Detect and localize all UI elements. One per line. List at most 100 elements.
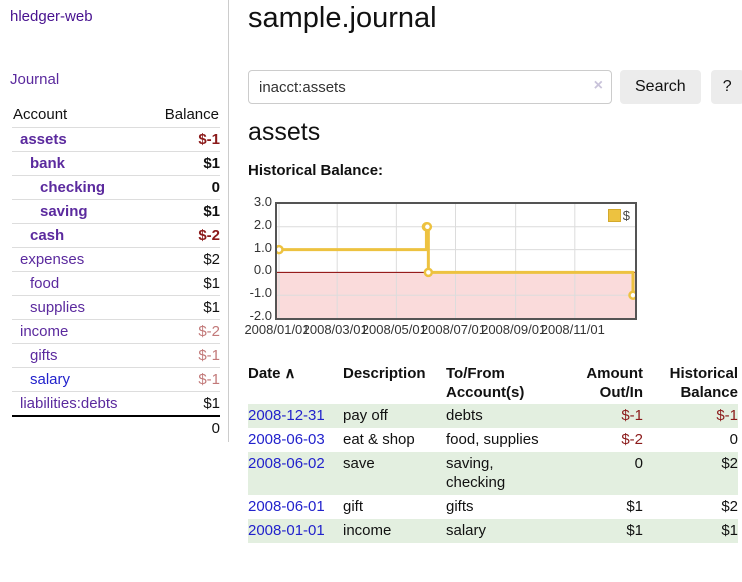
account-link[interactable]: salary bbox=[30, 371, 71, 388]
register-description-cell: save bbox=[343, 455, 375, 472]
account-link[interactable]: assets bbox=[20, 131, 67, 148]
register-amount-cell: 0 bbox=[634, 455, 643, 472]
register-accounts-cell: saving, checking bbox=[446, 455, 506, 491]
account-cell: supplies bbox=[12, 295, 148, 320]
register-header-row: Date ∧ Description To/From Account(s) Amou… bbox=[248, 362, 738, 404]
account-row: liabilities:debts $1 bbox=[12, 391, 220, 416]
x-tick-label: 2008/05/01 bbox=[361, 322, 427, 337]
register-description-cell: income bbox=[343, 522, 392, 539]
account-heading: assets bbox=[248, 118, 321, 146]
account-balance: $1 bbox=[147, 295, 220, 320]
register-date-cell: 2008-06-01 bbox=[248, 495, 343, 519]
account-cell: salary bbox=[12, 367, 148, 392]
account-balance: $1 bbox=[147, 151, 220, 176]
legend-swatch-icon bbox=[607, 209, 621, 222]
register-amount-cell: $1 bbox=[626, 498, 643, 515]
account-link[interactable]: bank bbox=[30, 155, 66, 172]
register-balance-cell: $-1 bbox=[716, 407, 738, 424]
account-link[interactable]: liabilities:debts bbox=[20, 395, 118, 412]
account-row: salary $-1 bbox=[12, 367, 220, 392]
search-button[interactable]: Search bbox=[620, 70, 701, 104]
account-row: assets $-1 bbox=[12, 127, 220, 152]
register-amount-cell: $-2 bbox=[621, 431, 643, 448]
account-cell: bank bbox=[12, 151, 148, 176]
account-balance: $-1 bbox=[147, 127, 220, 152]
account-cell: income bbox=[12, 319, 148, 344]
register-amount-cell: $1 bbox=[626, 522, 643, 539]
register-description-cell: pay off bbox=[343, 407, 388, 424]
transaction-date-link[interactable]: 2008-06-01 bbox=[248, 498, 325, 515]
search-input[interactable] bbox=[248, 70, 612, 104]
page-title: sample.journal bbox=[248, 2, 437, 34]
transaction-date-link[interactable]: 2008-06-03 bbox=[248, 431, 325, 448]
accounts-header-account: Account bbox=[13, 106, 68, 123]
account-cell: saving bbox=[12, 199, 148, 224]
sidebar: hledger-web Journal Account Balance asse… bbox=[0, 0, 229, 442]
transaction-date-link[interactable]: 2008-06-02 bbox=[248, 455, 325, 472]
account-cell: liabilities:debts bbox=[12, 391, 148, 416]
x-tick-label: 2008/03/01 bbox=[302, 322, 368, 337]
account-cell: assets bbox=[12, 127, 148, 152]
register-date-cell: 2008-06-02 bbox=[248, 452, 343, 495]
account-link[interactable]: saving bbox=[40, 203, 88, 220]
transaction-date-link[interactable]: 2008-01-01 bbox=[248, 522, 325, 539]
y-tick-label: 3.0 bbox=[253, 194, 272, 209]
account-cell: food bbox=[12, 271, 148, 296]
account-balance: $1 bbox=[147, 199, 220, 224]
account-row: bank $1 bbox=[12, 151, 220, 176]
col-header-description: Description bbox=[343, 365, 426, 382]
register-accounts-cell: salary bbox=[446, 522, 487, 539]
account-row: food $1 bbox=[12, 271, 220, 296]
accounts-header-row: Account Balance bbox=[12, 103, 220, 128]
y-tick-label: 1.0 bbox=[253, 239, 272, 255]
account-balance: $1 bbox=[147, 391, 220, 416]
register-balance-cell: $2 bbox=[721, 498, 738, 515]
account-balance: $1 bbox=[147, 271, 220, 296]
register-date-cell: 2008-06-03 bbox=[248, 428, 343, 452]
register-row: 2008-06-03 eat & shop food, supplies $-2 0 bbox=[248, 428, 738, 452]
help-button[interactable]: ? bbox=[710, 70, 742, 104]
account-link[interactable]: cash bbox=[30, 227, 65, 244]
account-balance: $-1 bbox=[147, 343, 220, 368]
transaction-date-link[interactable]: 2008-12-31 bbox=[248, 407, 325, 424]
chart-heading: Historical Balance: bbox=[248, 162, 384, 179]
register-accounts-cell: food, supplies bbox=[446, 431, 539, 448]
col-header-balance: Historical Balance bbox=[669, 365, 738, 401]
accounts-total-spacer bbox=[12, 415, 148, 440]
main-content: sample.journal × Search ? assets Histori… bbox=[244, 0, 742, 582]
account-row: supplies $1 bbox=[12, 295, 220, 320]
sidebar-item-journal[interactable]: Journal bbox=[10, 71, 60, 88]
account-balance: $-2 bbox=[147, 319, 220, 344]
register-description-cell: gift bbox=[343, 498, 364, 515]
register-row: 2008-06-01 gift gifts $1 $2 bbox=[248, 495, 738, 519]
register-accounts-cell: debts bbox=[446, 407, 483, 424]
register-balance-cell: $1 bbox=[721, 522, 738, 539]
account-link[interactable]: food bbox=[30, 275, 60, 292]
historical-balance-chart: 3.0 2.0 1.0 0.0 -1.0 -2.0 $ 2008/01/01 2008/03… bbox=[244, 194, 688, 342]
accounts-total-row: 0 bbox=[12, 415, 220, 440]
x-tick-label: 2008/07/01 bbox=[420, 322, 487, 337]
account-link[interactable]: supplies bbox=[30, 299, 86, 316]
date-header-label: Date bbox=[248, 365, 281, 382]
account-row: saving $1 bbox=[12, 199, 220, 224]
account-cell: checking bbox=[12, 175, 148, 200]
account-balance: $2 bbox=[147, 247, 220, 272]
account-row: gifts $-1 bbox=[12, 343, 220, 368]
clear-search-icon[interactable]: × bbox=[593, 77, 603, 94]
account-cell: gifts bbox=[12, 343, 148, 368]
account-link[interactable]: gifts bbox=[30, 347, 58, 364]
account-link[interactable]: checking bbox=[40, 179, 106, 196]
x-tick-label: 2008/09/01 bbox=[481, 322, 547, 337]
legend-label: $ bbox=[622, 208, 630, 223]
account-link[interactable]: expenses bbox=[20, 251, 85, 268]
col-header-amount: Amount Out/In bbox=[586, 365, 643, 401]
col-header-date[interactable]: Date ∧ bbox=[248, 362, 343, 404]
register-date-cell: 2008-12-31 bbox=[248, 404, 343, 428]
account-link[interactable]: income bbox=[20, 323, 69, 340]
account-balance: 0 bbox=[147, 175, 220, 200]
y-tick-label: -2.0 bbox=[249, 308, 272, 323]
chart-plot-area[interactable]: $ bbox=[275, 202, 637, 320]
register-row: 2008-06-02 save saving, checking 0 $2 bbox=[248, 452, 738, 495]
register-table: Date ∧ Description To/From Account(s) Amou… bbox=[248, 362, 738, 543]
app-title-link[interactable]: hledger-web bbox=[10, 8, 93, 25]
